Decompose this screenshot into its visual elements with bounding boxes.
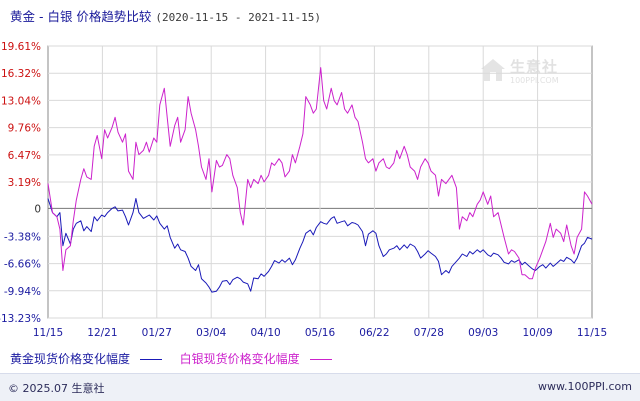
x-tick-label: 06/22	[359, 327, 389, 339]
y-tick-label: -6.66%	[4, 259, 41, 271]
legend-gold-label: 黄金现货价格变化幅度	[10, 352, 131, 366]
chart-title-range: (2020-11-15 - 2021-11-15)	[155, 11, 321, 24]
legend-silver: 白银现货价格变化幅度	[180, 350, 346, 367]
x-tick-label: 12/21	[87, 327, 117, 339]
gold-series-line	[47, 198, 593, 293]
footer-bar: © 2025.07 生意社 www.100PPI.com	[0, 373, 640, 401]
line-chart: 19.61% 16.32% 13.04% 9.76% 6.47% 3.19% 0 -3.38%…	[0, 41, 607, 339]
footer-site-link[interactable]: www.100PPI.com	[538, 380, 632, 393]
legend-gold: 黄金现货价格变化幅度	[10, 350, 176, 367]
footer-copyright: © 2025.07 生意社	[8, 382, 105, 395]
legend-silver-swatch	[309, 359, 332, 360]
chart-title: 黄金 - 白银 价格趋势比较 (2020-11-15 - 2021-11-15)	[10, 6, 321, 25]
y-tick-label: -3.38%	[4, 231, 41, 243]
watermark-url: 100PPI.COM	[510, 76, 559, 85]
legend-gold-swatch	[139, 359, 162, 360]
x-tick-label: 09/03	[468, 327, 498, 339]
y-tick-label: -13.23%	[0, 313, 41, 325]
chart-legend: 黄金现货价格变化幅度 白银现货价格变化幅度	[10, 350, 346, 367]
x-tick-label: 07/28	[414, 327, 444, 339]
watermark-logo: 生意社 100PPI.COM	[480, 54, 580, 94]
y-tick-label: 0	[34, 203, 41, 215]
y-tick-label: 19.61%	[1, 41, 41, 53]
x-tick-label: 11/15	[577, 327, 607, 339]
x-tick-label: 01/27	[142, 327, 172, 339]
x-tick-label: 11/15	[33, 327, 63, 339]
x-tick-label: 10/09	[522, 327, 552, 339]
x-tick-label: 03/04	[196, 327, 227, 339]
x-tick-label: 04/10	[250, 327, 280, 339]
chart-title-main: 黄金 - 白银 价格趋势比较	[10, 9, 152, 24]
y-tick-label: 13.04%	[1, 95, 41, 107]
x-tick-label: 05/16	[305, 327, 336, 339]
watermark-name: 生意社	[510, 58, 559, 76]
y-tick-label: 9.76%	[8, 123, 41, 135]
silver-series-line	[47, 67, 593, 280]
house-icon	[481, 59, 505, 81]
legend-silver-label: 白银现货价格变化幅度	[179, 352, 300, 366]
y-tick-label: 16.32%	[1, 68, 41, 80]
y-tick-label: 3.19%	[8, 177, 41, 189]
y-tick-label: -9.94%	[4, 286, 41, 298]
y-tick-label: 6.47%	[8, 150, 41, 162]
